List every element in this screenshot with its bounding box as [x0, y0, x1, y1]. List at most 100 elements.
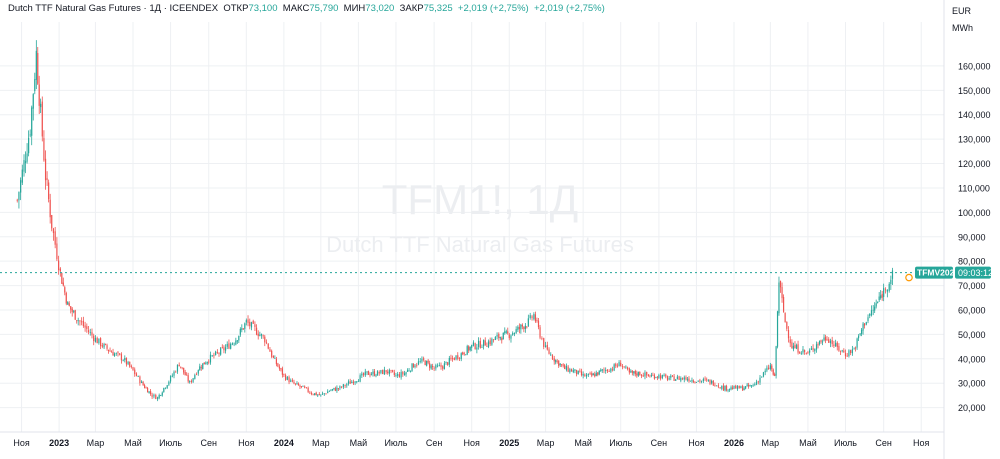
candle [411, 363, 413, 372]
candle [835, 339, 837, 347]
candle [481, 344, 483, 348]
candle [502, 332, 504, 340]
candle [666, 375, 669, 382]
high-value: 75,790 [309, 3, 339, 14]
candle [385, 370, 387, 375]
candle [228, 339, 230, 350]
candle [572, 367, 574, 374]
y-tick-label: 120,000 [958, 159, 991, 169]
candle [331, 388, 334, 392]
candle [419, 357, 421, 364]
candle [28, 130, 30, 157]
candle [569, 367, 571, 374]
candle [673, 374, 675, 381]
candle [21, 164, 23, 185]
candle [857, 334, 860, 341]
candle [330, 389, 332, 392]
candle [555, 359, 557, 365]
candle [748, 382, 750, 389]
candle [333, 387, 335, 391]
candle [644, 370, 646, 380]
candle [54, 226, 56, 249]
candle [254, 321, 256, 332]
candle [731, 385, 734, 390]
symbol-legend: Dutch TTF Natural Gas Futures · 1Д · ICE… [8, 3, 605, 14]
candle [594, 371, 596, 378]
candle [356, 381, 358, 384]
candle [373, 369, 376, 377]
candle [443, 361, 445, 370]
time-axis[interactable]: Ноя 2023 Мар Май Июль Сен Ноя 2024 Мар Май Июль Сен… [0, 431, 944, 448]
open-value: 73,100 [248, 3, 278, 14]
candle [183, 367, 185, 375]
candle [290, 378, 292, 383]
candle [771, 363, 773, 372]
candle [507, 327, 509, 335]
candle [203, 362, 205, 365]
candle [107, 349, 110, 354]
candle [405, 371, 407, 377]
candle [194, 373, 196, 380]
candle [455, 355, 457, 361]
candle [56, 237, 58, 262]
candle [38, 75, 40, 115]
alert-icon[interactable] [905, 273, 913, 282]
candle [685, 375, 687, 381]
candle [824, 334, 827, 344]
candle [310, 391, 313, 396]
candle [173, 370, 175, 379]
candle [110, 350, 113, 353]
candle [164, 387, 167, 390]
candle [260, 333, 263, 339]
candle [416, 362, 418, 368]
candle [815, 341, 818, 353]
interval[interactable]: 1Д [149, 3, 162, 14]
candle [491, 337, 493, 346]
candle [297, 382, 300, 386]
candle [755, 379, 758, 386]
price-units[interactable]: EUR MWh [952, 3, 992, 37]
candle [168, 380, 170, 387]
instrument-name[interactable]: Dutch TTF Natural Gas Futures [8, 3, 141, 14]
candle [550, 352, 552, 356]
price-axis[interactable]: 20,000 30,000 40,000 50,000 60,000 70,000 80,0… [943, 0, 991, 459]
candle [725, 384, 728, 392]
candle [294, 383, 297, 386]
candle [476, 343, 478, 354]
candles [16, 40, 894, 402]
candle [148, 391, 150, 394]
candle [460, 352, 462, 362]
candle [856, 337, 858, 350]
candle [559, 363, 561, 368]
candle [359, 373, 361, 383]
candle [275, 356, 277, 367]
candle [23, 154, 25, 177]
candle [505, 329, 507, 334]
candle [493, 339, 495, 343]
candle [328, 390, 331, 392]
candle [881, 290, 883, 301]
candle [49, 193, 51, 224]
candle [406, 368, 409, 372]
candle [799, 351, 801, 354]
candle [67, 301, 69, 305]
candle [844, 349, 847, 360]
candle [471, 344, 473, 352]
candle [397, 371, 399, 379]
candle [367, 370, 370, 375]
candle [436, 363, 439, 368]
candle [150, 389, 152, 396]
candle [361, 371, 363, 378]
candle [746, 382, 748, 387]
candle [865, 321, 867, 326]
candle [558, 360, 560, 368]
candle [64, 285, 66, 296]
candle [792, 342, 795, 352]
candle [213, 352, 215, 359]
candle [541, 336, 543, 341]
candle [791, 339, 793, 349]
x-tick-label: Май [350, 438, 368, 448]
candle [163, 387, 165, 393]
candle [424, 360, 426, 366]
